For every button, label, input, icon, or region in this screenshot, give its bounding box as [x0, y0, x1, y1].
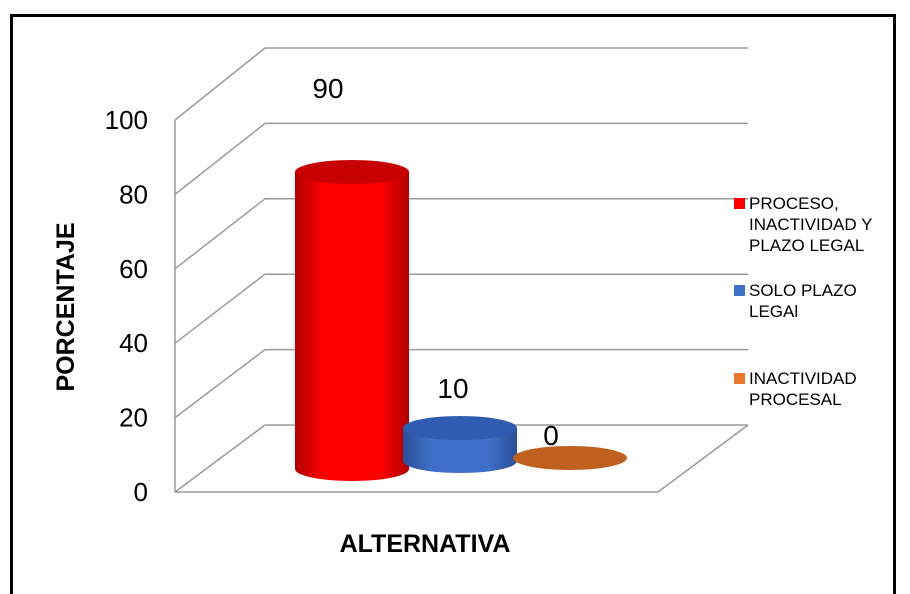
legend-label-line: LEGAl [749, 302, 798, 321]
y-tick-label: 40 [119, 328, 148, 358]
legend-label-line: INACTIVIDAD [749, 369, 857, 388]
bar [295, 160, 409, 481]
legend-label-line: SOLO PLAZO [749, 281, 857, 300]
chart-frame [10, 14, 896, 594]
x-axis-title: ALTERNATIVA [340, 530, 511, 558]
bar-body [403, 428, 517, 473]
y-tick-label: 80 [119, 179, 148, 209]
legend-label-line: PROCESO, [749, 194, 839, 213]
legend: PROCESO, INACTIVIDAD Y PLAZO LEGAL SOLO PLA… [734, 194, 872, 409]
floor-right-edge [657, 424, 749, 493]
y-tick-label: 100 [105, 105, 148, 135]
gridline-side [174, 349, 266, 419]
data-label: 90 [312, 73, 343, 104]
gridline-side [174, 424, 266, 493]
legend-label-line: PLAZO LEGAL [749, 236, 864, 255]
legend-entry: INACTIVIDAD PROCESAL [734, 369, 857, 409]
gridline-side [174, 47, 266, 121]
bar-top [295, 160, 409, 184]
legend-entry: PROCESO, INACTIVIDAD Y PLAZO LEGAL [734, 194, 872, 255]
bar-top [513, 446, 627, 470]
legend-swatch [734, 198, 745, 209]
bars [295, 160, 627, 481]
legend-label-line: PROCESAL [749, 390, 842, 409]
bar [513, 446, 627, 470]
y-tick-label: 0 [134, 477, 148, 507]
y-tick-label: 60 [119, 254, 148, 284]
data-label: 0 [543, 420, 559, 451]
y-tick-labels: 0 20 40 60 80 100 [105, 105, 148, 507]
legend-swatch [734, 285, 745, 296]
gridline-side [174, 198, 266, 270]
legend-entry: SOLO PLAZO LEGAl [734, 281, 857, 321]
legend-swatch [734, 373, 745, 384]
gridline-side [174, 122, 266, 195]
gridline-side [174, 273, 266, 344]
bar [403, 416, 517, 473]
data-labels: 90 10 0 [312, 73, 558, 451]
bar-body [295, 172, 409, 481]
data-label: 10 [437, 373, 468, 404]
y-tick-label: 20 [119, 403, 148, 433]
legend-label-line: INACTIVIDAD Y [749, 215, 872, 234]
y-axis-title: PORCENTAJE [52, 222, 80, 391]
bar-top [403, 416, 517, 440]
